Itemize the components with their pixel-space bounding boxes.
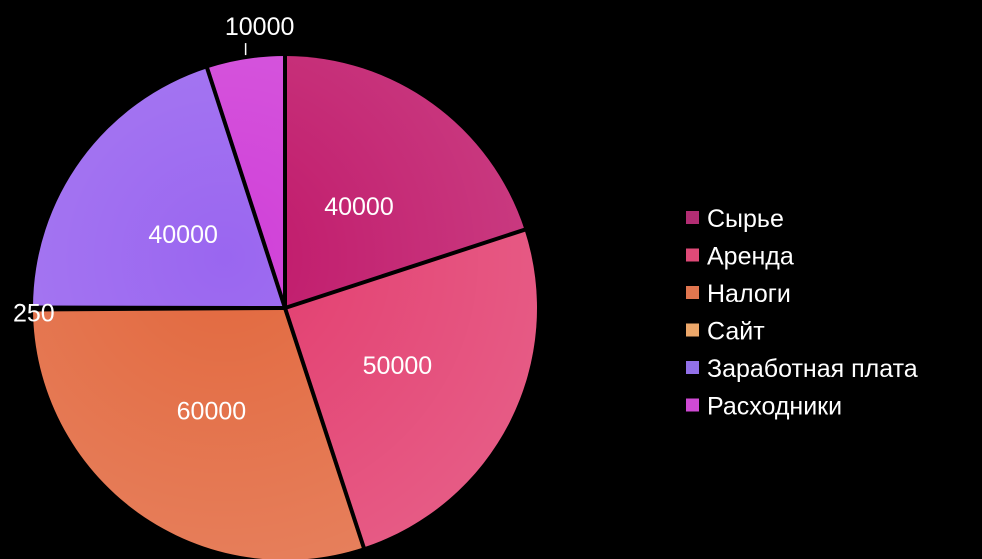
slice-divider: [284, 227, 527, 310]
legend-label: Заработная плата: [707, 355, 918, 383]
legend-swatch: [686, 286, 699, 299]
legend-swatch: [686, 323, 699, 337]
slice-labels: 40000 50000 60000 250 40000 10000: [13, 13, 432, 425]
legend-label: Налоги: [707, 280, 791, 308]
slice-dividers: [31, 55, 527, 549]
legend-label: Сырье: [707, 205, 784, 233]
legend-label: Расходники: [707, 393, 842, 421]
legend-swatch: [686, 398, 699, 412]
slice-label: 60000: [177, 397, 247, 425]
legend-label: Сайт: [707, 318, 765, 346]
slice-label: 50000: [363, 352, 433, 380]
legend-label: Аренда: [707, 243, 794, 271]
slice-label-outer: 250: [13, 299, 55, 327]
slice-label: 40000: [148, 221, 218, 249]
legend-swatch: [686, 361, 699, 374]
legend-swatch: [686, 211, 699, 224]
legend-swatch: [686, 248, 699, 262]
slice-divider: [205, 66, 287, 309]
slice-divider: [283, 307, 366, 549]
slice-label: 40000: [324, 193, 394, 221]
legend: Сырье Аренда Налоги Сайт Заработная плата Рас…: [686, 205, 918, 421]
slice-label-outer: 10000: [225, 13, 295, 41]
